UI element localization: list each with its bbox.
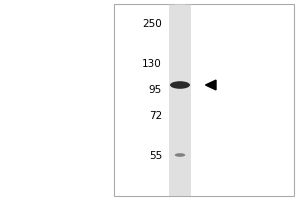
Polygon shape [206, 80, 216, 90]
FancyBboxPatch shape [169, 4, 190, 196]
Ellipse shape [170, 81, 190, 89]
Text: 130: 130 [142, 59, 162, 69]
FancyBboxPatch shape [114, 4, 294, 196]
Ellipse shape [175, 153, 185, 157]
Text: 72: 72 [149, 111, 162, 121]
Text: 250: 250 [142, 19, 162, 29]
Text: 55: 55 [149, 151, 162, 161]
Text: m.stomach: m.stomach [151, 0, 221, 2]
FancyBboxPatch shape [175, 4, 185, 196]
Text: 95: 95 [149, 85, 162, 95]
